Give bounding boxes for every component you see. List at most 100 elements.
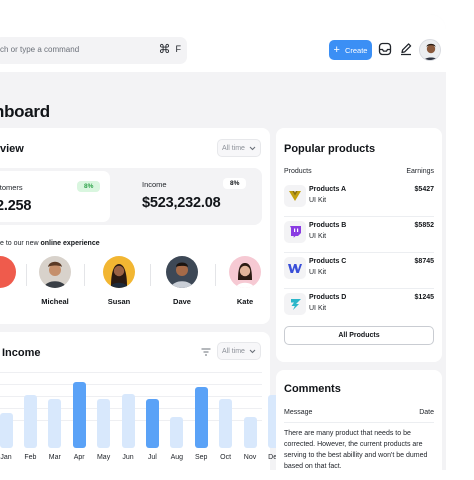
customers-value: 2.258 [0,198,32,214]
income-chart-title: Income [2,347,41,359]
person-name: Micheal [41,297,69,306]
message-column-header: Message [284,409,313,416]
inbox-icon[interactable] [378,42,392,56]
chart-bar-jun[interactable] [121,394,135,448]
product-sub: UI Kit [309,305,327,312]
divider [150,264,151,286]
income-range-select[interactable]: All time [217,342,261,360]
edit-icon[interactable] [399,42,413,56]
person-name: Dave [173,297,191,306]
chart-bar-may[interactable] [97,399,111,448]
vue-logo-icon [284,185,306,207]
person-dave[interactable]: Dave [160,256,204,306]
divider [84,264,85,286]
chart-tick-label: Jun [122,454,134,461]
product-name: Products B [309,222,347,229]
person-kate[interactable]: Kate [223,256,267,306]
transferwise-logo-icon [284,293,306,315]
earnings-column-header: Earnings [406,168,434,175]
top-bar: ch or type a command ⌘ F + Create [0,14,446,72]
product-row[interactable]: Products A UI Kit $5427 [284,180,434,216]
chart-tick-label: Apr [73,454,85,461]
comment-text: There are many product that needs to be … [284,430,428,470]
chart-bar-apr[interactable] [72,382,86,448]
income-range-label: All time [222,347,245,355]
product-row[interactable]: Products B UI Kit $5852 [284,216,434,252]
overview-range-label: All time [222,144,245,152]
twitch-logo-icon [284,221,306,243]
search-input[interactable]: ch or type a command ⌘ F [0,37,187,64]
product-price: $1245 [414,294,434,301]
person-susan[interactable]: Susan [97,256,141,306]
search-shortcut: ⌘ F [159,42,182,56]
page-title: hboard [0,102,50,121]
chart-gridline [0,384,262,385]
chart-tick-label: May [96,454,111,461]
user-avatar[interactable] [419,39,441,61]
chart-bar-sep[interactable] [194,387,208,448]
chart-bar-jan[interactable] [0,413,13,448]
create-button[interactable]: + Create [329,40,372,60]
chart-tick-label: Dec [268,454,281,461]
welcome-text: e to our new online experience [0,240,100,247]
person-name: Kate [236,297,254,306]
overview-card: view All time stomers 8% 2.258 Income 8%… [0,128,270,324]
product-sub: UI Kit [309,197,327,204]
product-price: $8745 [414,258,434,265]
webflow-logo-icon [284,257,306,279]
product-name: Products C [309,258,347,265]
all-products-button[interactable]: All Products [284,326,434,345]
chart-tick-label: Aug [170,454,184,461]
products-column-header: Products [284,168,312,175]
product-row[interactable]: Products C UI Kit $8745 [284,252,434,288]
popular-products-card: Popular products Products Earnings Produ… [276,128,442,362]
welcome-bold: online experience [40,240,100,247]
chart-bar-oct[interactable] [219,399,233,448]
person-micheal[interactable]: Micheal [33,256,77,306]
chart-bar-jul[interactable] [145,399,159,448]
chart-tick-label: Mar [48,454,61,461]
divider [26,264,27,286]
overview-title: view [0,143,24,155]
date-column-header: Date [419,409,434,416]
welcome-prefix: e to our new [0,240,41,247]
income-badge: 8% [223,178,247,189]
chart-tick-label: Sep [194,454,208,461]
chevron-down-icon [249,349,256,353]
chart-bar-nov[interactable] [243,417,257,448]
product-name: Products D [309,294,347,301]
chart-bar-aug[interactable] [170,417,184,448]
filter-icon[interactable] [201,348,211,356]
avatar [229,256,261,288]
product-name: Products A [309,186,347,193]
divider [215,264,216,286]
search-placeholder: ch or type a command [0,45,80,54]
row-divider [284,288,434,289]
create-label: Create [344,45,368,55]
shortcut-key: F [175,44,182,54]
product-row[interactable]: Products D UI Kit $1245 [284,288,434,324]
command-key-icon: ⌘ [158,42,171,56]
chart-bar-feb[interactable] [23,395,37,448]
chart-tick-label: Jan [0,454,12,461]
customers-label: stomers [0,183,23,192]
chart-bar-mar[interactable] [48,399,62,448]
chart-tick-label: Nov [243,454,257,461]
popular-title: Popular products [284,143,376,155]
row-divider [284,252,434,253]
row-divider [284,216,434,217]
chart-gridline [0,372,262,373]
person-name: Susan [107,297,131,306]
income-value: $523,232.08 [142,195,221,211]
chevron-down-icon [249,146,256,150]
income-label: Income [142,180,167,189]
overview-range-select[interactable]: All time [217,139,261,157]
row-divider [284,422,434,423]
avatar [39,256,71,288]
dashboard-window: ch or type a command ⌘ F + Create [0,14,446,470]
chart-tick-label: Oct [220,454,232,461]
product-sub: UI Kit [309,269,327,276]
product-price: $5852 [414,222,434,229]
customers-stat[interactable]: stomers 8% 2.258 [0,171,110,222]
person-partial[interactable] [0,256,22,288]
